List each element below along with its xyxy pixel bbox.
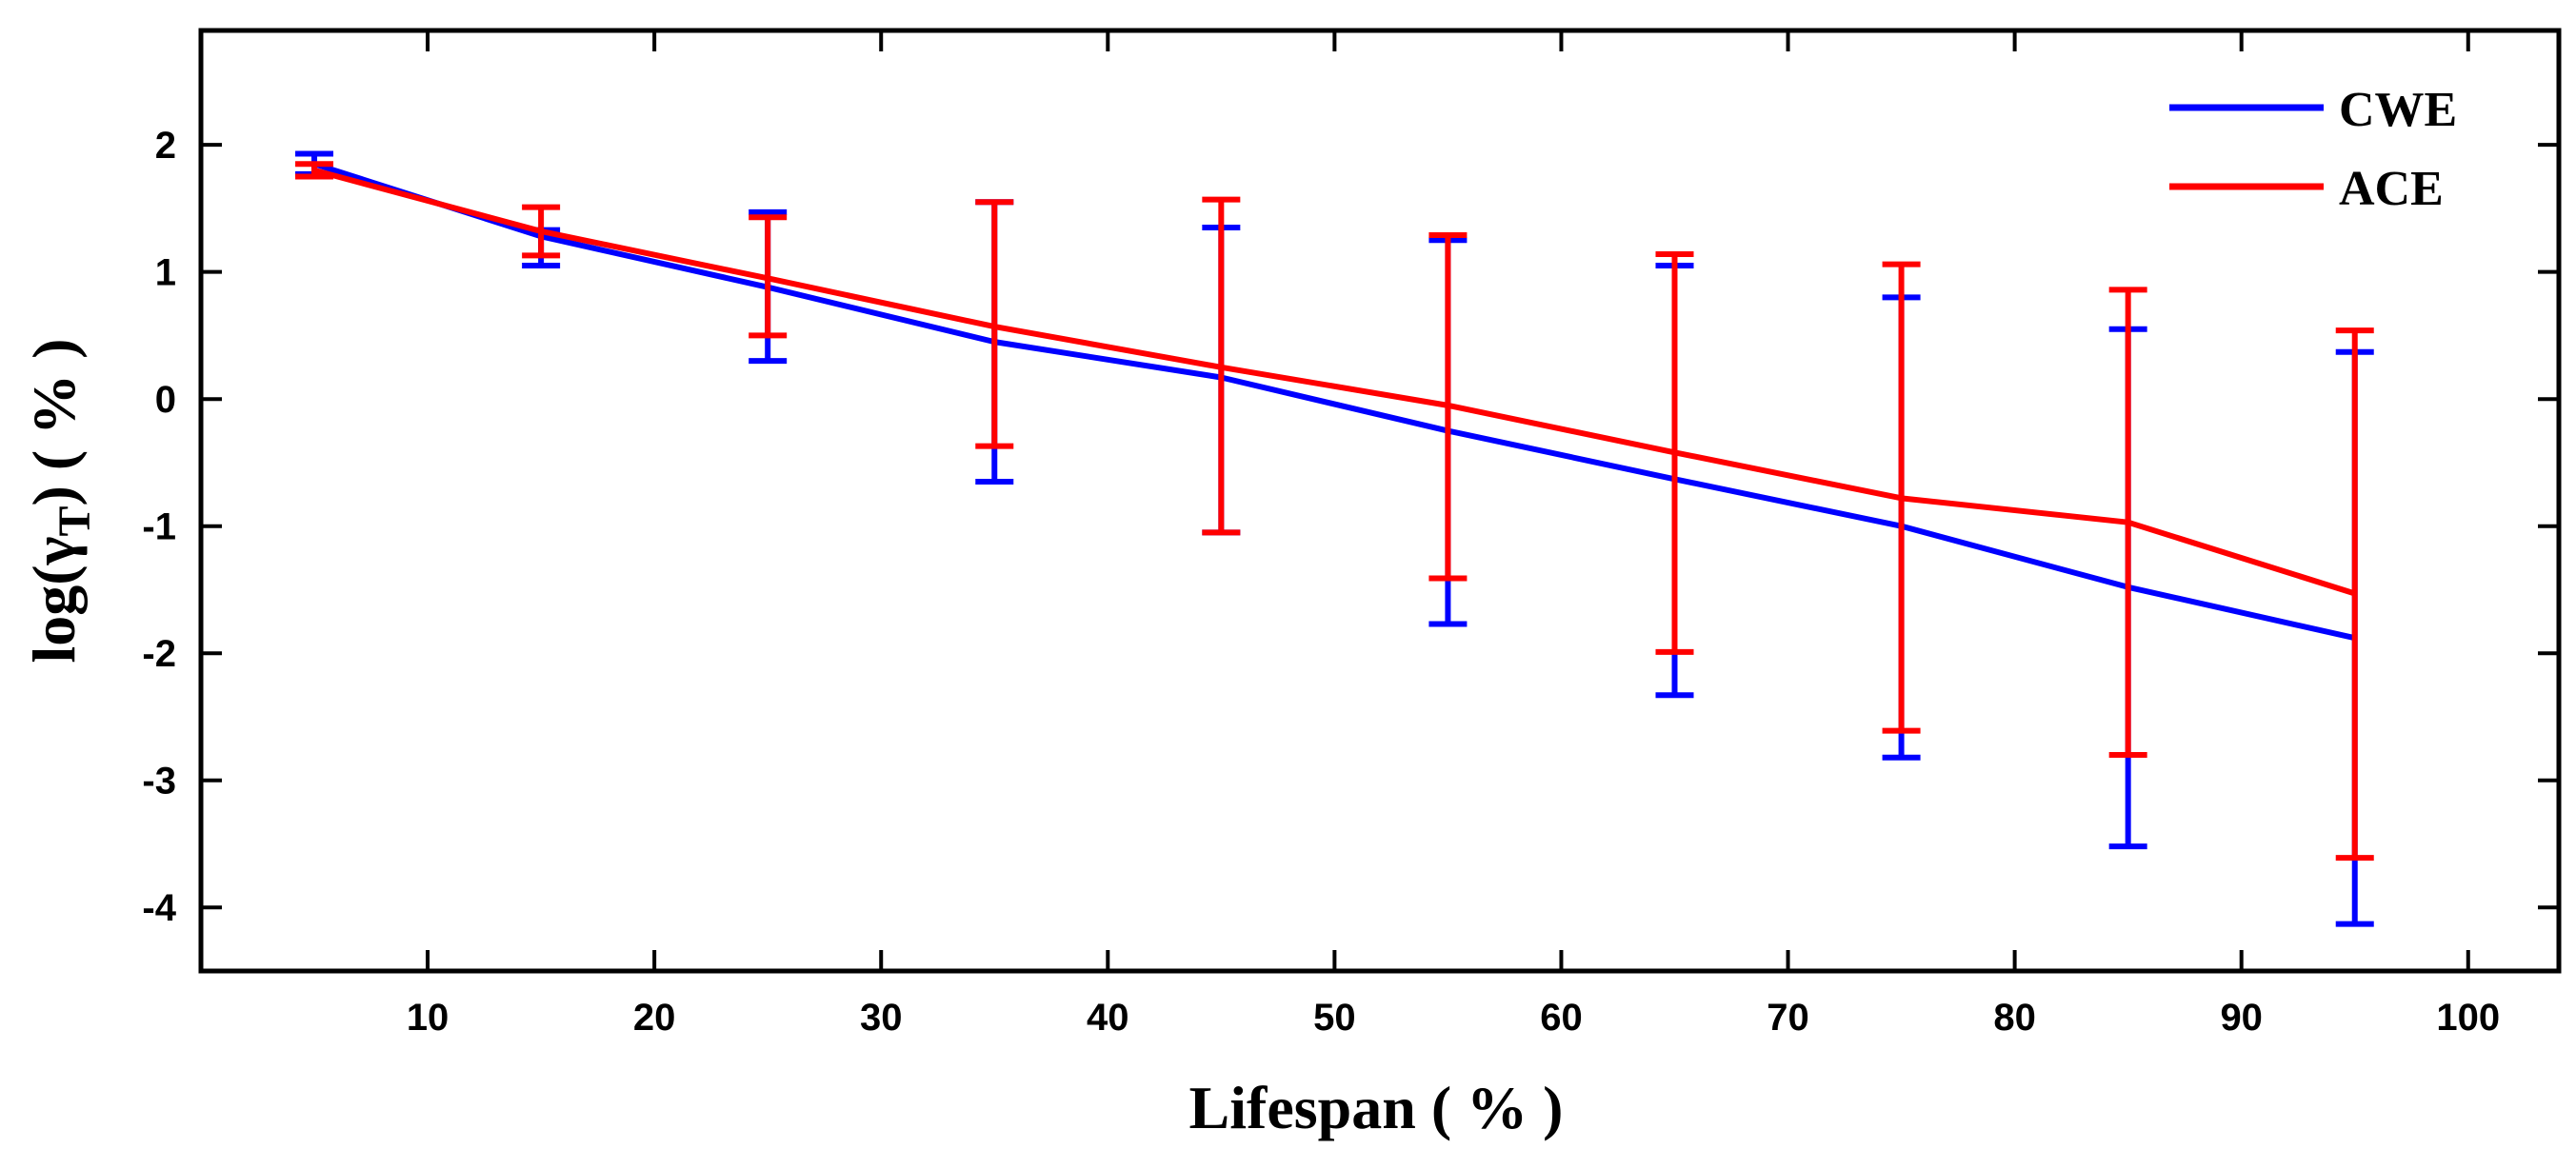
y-axis-title: log(γT) ( % ) <box>20 339 100 664</box>
legend-label-ace: ACE <box>2339 162 2444 216</box>
x-tick-label-70: 70 <box>1767 997 1809 1039</box>
x-tick-label-40: 40 <box>1087 997 1129 1039</box>
series-line-ace <box>313 167 2356 597</box>
y-tick-label-1: 1 <box>155 252 176 294</box>
x-axis-title: Lifespan ( % ) <box>1189 1074 1564 1141</box>
data-marks <box>295 150 2374 927</box>
x-tick-label-80: 80 <box>1993 997 2036 1039</box>
legend-label-cwe: CWE <box>2339 83 2457 137</box>
x-tick-label-20: 20 <box>633 997 676 1039</box>
y-tick-label-2: 2 <box>155 125 176 167</box>
y-axis-title-prefix: log(γ <box>20 536 88 663</box>
series-line-cwe <box>313 161 2356 642</box>
y-tick-label-0: 0 <box>155 379 176 421</box>
x-tick-label-50: 50 <box>1313 997 1356 1039</box>
plot-area-frame <box>198 28 2562 974</box>
series-ace <box>295 161 2374 862</box>
x-tick-label-90: 90 <box>2220 997 2263 1039</box>
errorbar-ace-95 <box>2335 327 2374 862</box>
y-tick-label--2: -2 <box>142 633 176 675</box>
x-tick-label-60: 60 <box>1540 997 1583 1039</box>
y-tick-label--1: -1 <box>142 506 176 548</box>
y-axis-title-subscript: T <box>50 505 100 536</box>
chart-legend: CWE ACE <box>2169 83 2457 216</box>
y-axis-title-suffix: ) ( % ) <box>20 339 88 506</box>
x-tick-label-10: 10 <box>407 997 449 1039</box>
y-tick-label--4: -4 <box>142 887 176 929</box>
axis-tick-labels: 10 20 30 40 50 60 70 80 90 100 -4 -3 -2 -1 0 1 2 <box>142 125 2500 1039</box>
x-tick-label-30: 30 <box>860 997 903 1039</box>
axis-ticks <box>201 30 2559 971</box>
y-tick-label--3: -3 <box>142 761 176 802</box>
x-tick-label-100: 100 <box>2436 997 2500 1039</box>
